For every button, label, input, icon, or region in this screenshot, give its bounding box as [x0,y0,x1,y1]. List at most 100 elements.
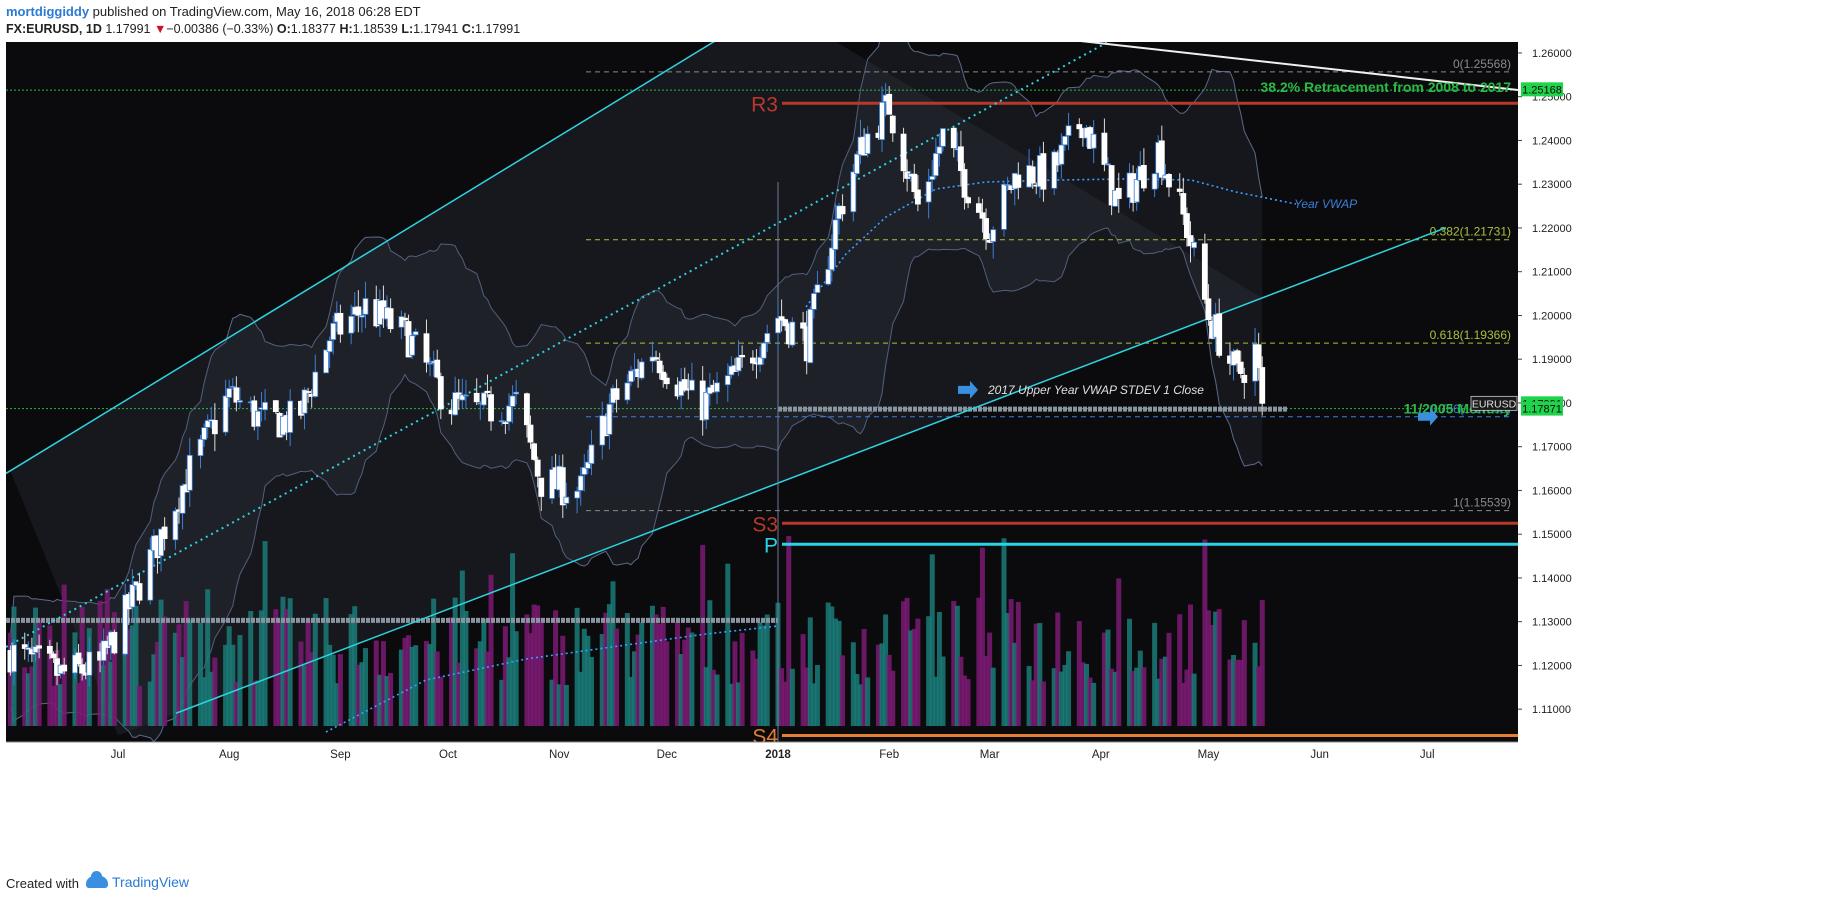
time-axis-bg [6,742,1818,866]
author-link[interactable]: mortdiggiddy [6,4,90,19]
volume-bar [337,654,343,726]
candle-body [147,549,154,601]
candle-body [749,357,756,364]
volume-bar [1134,667,1140,726]
volume-bar [1205,610,1211,726]
candle-body [581,467,588,475]
volume-bar [653,614,659,726]
volume-bar [223,644,229,726]
volume-bar [1109,668,1115,726]
volume-bar [556,684,562,726]
candle-body [940,128,946,147]
candle-body [1191,241,1197,249]
volume-bar [685,627,691,726]
candle-body [506,405,512,423]
candle-body [584,461,591,469]
candle-body [409,335,416,356]
volume-bar [962,675,968,726]
volume-bar [965,679,971,726]
volume-bar [875,644,881,726]
price-tag-box [1521,401,1563,416]
volume-bar [603,612,609,726]
candle-body [237,400,243,403]
candle-body [1133,179,1140,203]
volume-bar [1005,613,1011,726]
candle-body [689,379,695,391]
candle-body [513,391,520,395]
volume-bar [714,674,720,726]
candle-body [914,189,921,205]
volume-bar [606,604,612,726]
volume-bar [158,599,164,726]
candle-body [473,392,480,403]
volume-bar [58,684,64,726]
volume-bar [1137,650,1143,726]
volume-bar [560,635,566,726]
volume-bar [230,644,236,726]
volume-bar [377,674,383,726]
low-label: L: [401,22,414,36]
pivot-label-s3: S3 [752,513,778,536]
volume-bar [104,589,110,726]
candle-body [950,127,957,149]
candle-body [656,360,663,374]
volume-bar [122,652,128,726]
candle-body [463,394,469,397]
candle-body [172,510,179,541]
volume-bar [1231,654,1237,726]
candle-body [638,361,645,379]
candle-body [574,490,581,499]
candle-body [437,376,444,410]
candle-body [653,357,659,360]
volume-bar [1001,538,1007,726]
volume-bar [72,632,78,726]
volume-bar [284,609,290,726]
candle-body [531,443,537,460]
volume-bar [524,614,530,726]
time-tick-label: 2018 [765,749,791,761]
publish-line: mortdiggiddy published on TradingView.co… [6,4,421,19]
prior-year-vwap-line [325,625,779,733]
volume-bar [800,634,806,726]
candle-body [961,169,968,198]
candle-body [111,631,118,654]
tradingview-brand[interactable]: TradingView [86,871,189,890]
series-badge-label: EURUSD [1472,398,1517,410]
candle-body [229,386,236,388]
series-badge-box [1470,395,1518,411]
price-chart[interactable]: 0.382(1.21731)0.618(1.19366)0.786(1.1768… [5,0,1818,866]
volume-bar [750,650,756,726]
time-tick-label: Sep [330,749,350,761]
candle-body [886,93,893,115]
volume-bar [431,598,437,726]
pivot-label-r3: R3 [751,93,778,116]
volume-bar [1091,682,1097,726]
chart-area[interactable]: 0.382(1.21731) 0.618(1.19366) 0.786(1.1768… [5,0,1818,866]
volume-bar [298,641,304,726]
candle-body [1001,183,1007,230]
volume-bar [1184,669,1190,726]
volume-bar [255,680,261,726]
volume-bar [129,625,135,726]
candle-body [832,219,839,250]
volume-bars [7,536,1265,726]
symbol-label[interactable]: FX:EURUSD, 1D [6,22,102,36]
candle-body [900,133,907,172]
candle-body [775,317,781,334]
volume-bar [137,685,143,726]
volume-bar [233,681,239,726]
candle-body [1176,188,1183,192]
candle-body [1101,132,1108,165]
candle-body [739,354,746,358]
candle-body [534,459,541,477]
volume-bar [477,641,483,726]
candle-body [359,314,365,318]
volume-bar [632,651,638,726]
candle-body [975,203,982,213]
candle-body [1090,133,1097,149]
volume-bar [807,617,813,726]
created-with-text: Created with [6,876,79,891]
candle-body [502,422,509,424]
volume-bar [682,639,688,726]
volume-bar [348,614,354,726]
